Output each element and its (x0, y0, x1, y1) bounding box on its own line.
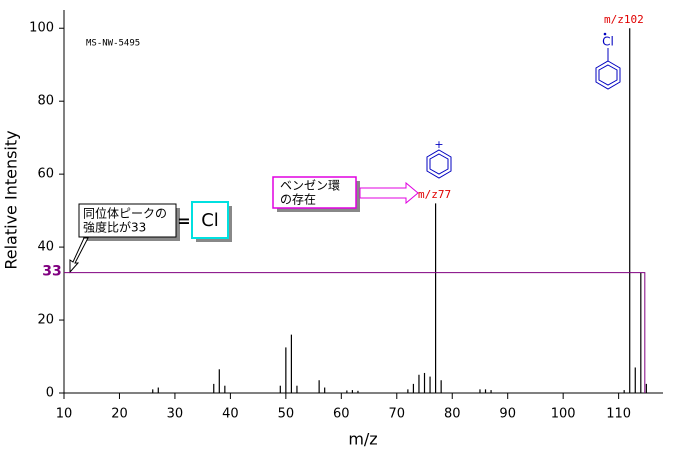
x-tick-label: 100 (551, 407, 576, 422)
x-tick-label: 20 (111, 407, 128, 422)
benzene-note-box (272, 176, 357, 209)
note-text: ベンゼン環 (280, 179, 340, 193)
note-text: 強度比が33 (83, 220, 146, 235)
ring-substituent: Cl (602, 35, 614, 49)
radical-dot (603, 32, 607, 36)
y-axis-label: Relative Intensity (2, 130, 21, 269)
sample-id: MS-NW-5495 (86, 39, 140, 49)
x-axis-label: m/z (348, 430, 377, 449)
ring-charge: + (434, 138, 443, 151)
x-tick-label: 110 (606, 407, 631, 422)
benzene (426, 149, 452, 179)
note-arrow (359, 181, 419, 205)
x-tick-label: 90 (499, 407, 516, 422)
y-tick-label: 60 (37, 167, 54, 182)
peak-label: m/z102 (604, 13, 644, 26)
note-text: 同位体ピークの (83, 206, 167, 221)
chlorobenzene (595, 48, 621, 90)
x-tick-label: 80 (444, 407, 461, 422)
element: Cl (201, 210, 219, 231)
x-tick-label: 60 (333, 407, 350, 422)
x-tick-label: 40 (222, 407, 239, 422)
y-tick-label: 20 (37, 313, 54, 328)
x-tick-label: 70 (389, 407, 406, 422)
peak-label: m/z77 (418, 188, 451, 201)
element-box (191, 201, 229, 239)
x-tick-label: 10 (56, 407, 73, 422)
ratio-line (64, 272, 646, 393)
y-tick-label: 0 (46, 386, 54, 401)
x-tick-label: 30 (167, 407, 184, 422)
note-arrow (69, 237, 89, 274)
y-tick-label: 40 (37, 240, 54, 255)
note-text: の存在 (280, 193, 316, 207)
ratio-label: 33 (42, 264, 61, 280)
isotope-note-box (78, 203, 177, 238)
y-tick-label: 80 (37, 94, 54, 109)
y-tick-label: 100 (29, 21, 54, 36)
x-tick-label: 50 (278, 407, 295, 422)
equals: = (177, 212, 190, 231)
